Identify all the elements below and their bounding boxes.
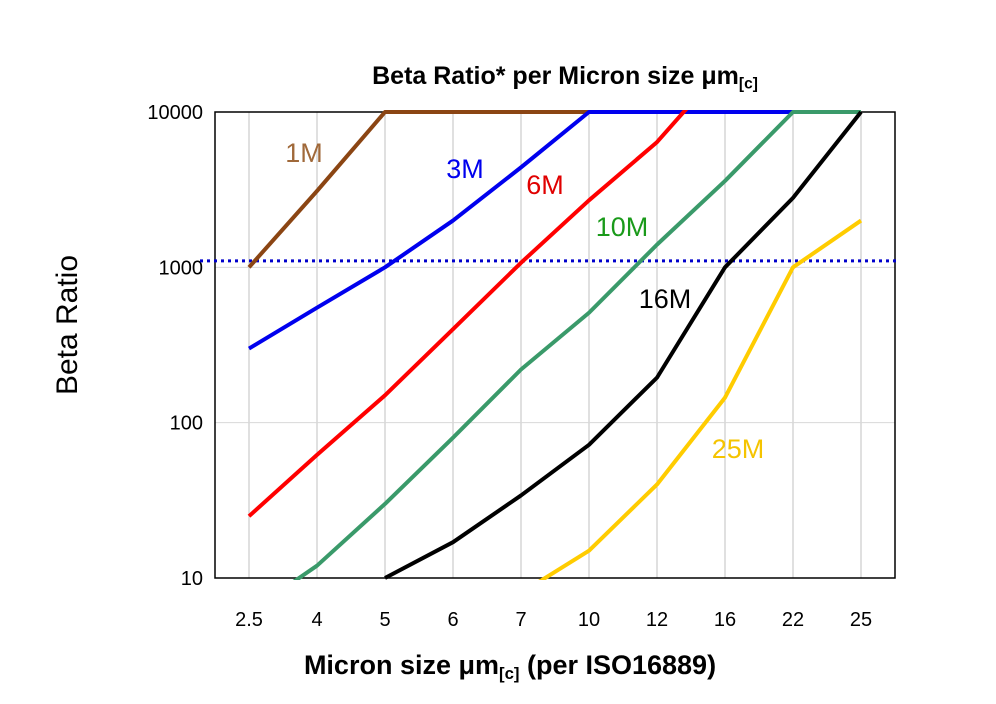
series-line-25m xyxy=(538,218,863,580)
x-tick-label: 16 xyxy=(714,609,736,631)
series-label-10m: 10M xyxy=(596,212,649,242)
y-axis-label: Beta Ratio xyxy=(51,254,84,396)
series-line-6m xyxy=(247,110,689,518)
x-tick-label: 2.5 xyxy=(235,609,263,631)
chart-title: Beta Ratio* per Micron size μm[c] xyxy=(372,62,758,93)
y-tick-label: 100 xyxy=(170,413,203,435)
series-line-10m xyxy=(292,110,861,580)
x-tick-label: 22 xyxy=(782,609,804,631)
series-line-1m xyxy=(247,110,589,269)
series-label-6m: 6M xyxy=(526,170,564,200)
x-tick-label: 7 xyxy=(515,609,526,631)
series-label-1m: 1M xyxy=(285,138,323,168)
x-tick-label: 4 xyxy=(311,609,322,631)
series-line-3m xyxy=(247,110,793,351)
x-tick-label: 12 xyxy=(646,609,668,631)
x-tick-label: 10 xyxy=(578,609,600,631)
y-tick-label: 10000 xyxy=(147,102,203,124)
y-tick-label: 1000 xyxy=(159,257,204,279)
series-label-3m: 3M xyxy=(446,154,484,184)
x-axis-label: Micron size μm[c] (per ISO16889) xyxy=(303,650,717,684)
x-tick-label: 25 xyxy=(850,609,872,631)
x-tick-label: 6 xyxy=(447,609,458,631)
series-label-16m: 16M xyxy=(639,284,692,314)
series-line-16m xyxy=(384,110,863,580)
y-tick-label: 10 xyxy=(181,568,203,590)
series-label-25m: 25M xyxy=(712,434,765,464)
x-tick-label: 5 xyxy=(379,609,390,631)
